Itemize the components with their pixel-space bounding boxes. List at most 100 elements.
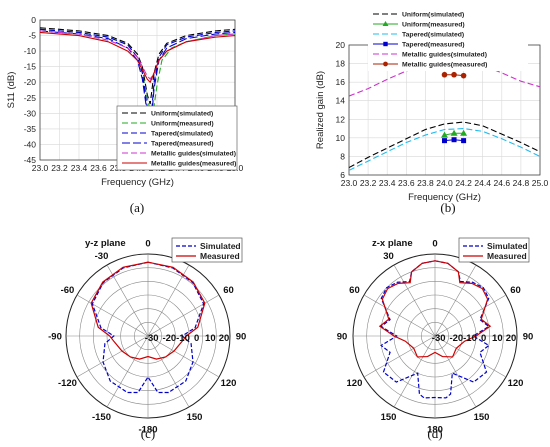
angle-label: -60 <box>61 285 75 296</box>
radial-label: 10 <box>492 333 503 344</box>
y-axis-label: Realized gain (dB) <box>315 71 326 149</box>
x-tick-label: 23.0 <box>341 178 358 188</box>
series-line <box>91 261 205 394</box>
y-tick-label: -15 <box>24 62 37 72</box>
legend-label: Metallic guides(simulated) <box>402 52 487 59</box>
polar-spoke <box>76 335 149 378</box>
y-tick-label: -5 <box>28 31 36 41</box>
radial-label: 20 <box>219 333 230 344</box>
angle-label: 0 <box>145 239 150 250</box>
radial-label: -20 <box>449 333 463 344</box>
data-point <box>461 138 467 144</box>
radial-label: -30 <box>432 333 446 344</box>
legend-marker <box>382 21 389 26</box>
series-line <box>348 121 541 169</box>
x-tick-label: 23.6 <box>398 178 415 188</box>
polar-panel-3: 0306090120150180150120906030-30-20-10010… <box>337 237 534 441</box>
series-line <box>39 27 236 105</box>
legend-label: Tapered(measured) <box>402 42 465 49</box>
angle-label: -30 <box>95 251 109 262</box>
data-point <box>441 131 448 138</box>
angle-label: 150 <box>474 412 490 423</box>
y-axis-label: S11 (dB) <box>6 72 17 109</box>
x-tick-label: 24.8 <box>513 178 530 188</box>
data-point <box>451 71 457 78</box>
radial-label: -30 <box>145 333 159 344</box>
x-axis-label: Frequency (GHz) <box>408 192 481 203</box>
angle-label: 30 <box>383 251 394 262</box>
x-tick-label: 24.0 <box>436 178 453 188</box>
polar-spoke <box>147 335 220 378</box>
panel-label: (b) <box>440 200 455 215</box>
polar-panel-2: 0306090120150-180-150-120-90-60-30-30-20… <box>48 237 246 441</box>
radial-label: -10 <box>463 333 477 344</box>
angle-label: 180 <box>427 425 443 436</box>
legend-marker <box>383 61 388 67</box>
series-line <box>39 30 236 81</box>
chart-panel-0: 23.023.223.423.623.824.024.224.424.624.8… <box>6 15 244 215</box>
angle-label: -90 <box>48 332 62 343</box>
angle-label: 120 <box>221 378 237 389</box>
series-line <box>90 261 206 360</box>
y-tick-label: -10 <box>24 46 37 56</box>
angle-label: -180 <box>138 425 157 436</box>
y-tick-label: -35 <box>24 124 37 134</box>
chart-panel-1: 23.0 23.2 23.4 23.6 23.8 24.0 24.2 24.4 24.6 24.8… <box>315 7 549 215</box>
data-point <box>460 72 467 79</box>
x-tick-label: 25.0 <box>532 178 549 188</box>
angle-label: 120 <box>347 378 363 389</box>
angle-label: 120 <box>508 378 524 389</box>
legend-label: Tapered(measured) <box>151 141 214 148</box>
angle-label: 150 <box>187 412 203 423</box>
y-tick-label: 16 <box>336 77 346 87</box>
legend-label: Tapered(simulated) <box>151 131 213 138</box>
legend-label: Uniform(measured) <box>402 22 465 29</box>
polar-spoke <box>76 294 149 337</box>
radial-label: 20 <box>506 333 517 344</box>
angle-label: 60 <box>223 285 234 296</box>
y-tick-label: 20 <box>336 40 346 50</box>
y-tick-label: 8 <box>340 151 345 161</box>
polar-spoke <box>147 335 190 408</box>
plot-title: z-x plane <box>372 238 413 249</box>
polar-spoke <box>393 264 436 337</box>
polar-spoke <box>106 335 149 408</box>
y-tick-label: 10 <box>336 133 346 143</box>
series-line <box>378 260 492 358</box>
legend-label: Tapered(simulated) <box>402 32 464 39</box>
data-point <box>442 138 447 144</box>
data-point <box>441 71 448 78</box>
x-tick-label: 23.8 <box>417 178 434 188</box>
radial-label: -20 <box>162 333 176 344</box>
polar-spoke <box>147 264 190 337</box>
y-tick-label: 12 <box>336 114 346 124</box>
polar-spoke <box>363 335 436 378</box>
legend-box <box>171 237 243 263</box>
angle-label: 60 <box>510 285 521 296</box>
legend-label: Simulated <box>200 241 241 251</box>
y-tick-label: 14 <box>336 96 346 106</box>
y-tick-label: 0 <box>31 15 36 25</box>
plot-title: y-z plane <box>85 238 126 249</box>
series-line <box>39 31 236 84</box>
polar-spoke <box>434 335 477 408</box>
x-tick-label: 23.6 <box>90 163 107 173</box>
radial-label: 0 <box>481 333 486 344</box>
legend-label: Simulated <box>487 241 528 251</box>
angle-label: 90 <box>337 332 348 343</box>
x-tick-label: 23.2 <box>360 178 377 188</box>
data-point <box>450 129 458 136</box>
x-tick-label: 24.6 <box>494 178 511 188</box>
angle-label: 150 <box>381 412 397 423</box>
series-line <box>348 128 541 171</box>
panel-label: (d) <box>427 426 442 441</box>
polar-spoke <box>393 335 436 408</box>
legend-label: Uniform(simulated) <box>402 12 464 19</box>
y-tick-label: -25 <box>24 93 37 103</box>
legend-label: Measured <box>487 251 527 261</box>
angle-label: 90 <box>523 332 534 343</box>
polar-spoke <box>434 294 507 337</box>
radial-label: 10 <box>205 333 216 344</box>
x-tick-label: 23.0 <box>32 163 49 173</box>
